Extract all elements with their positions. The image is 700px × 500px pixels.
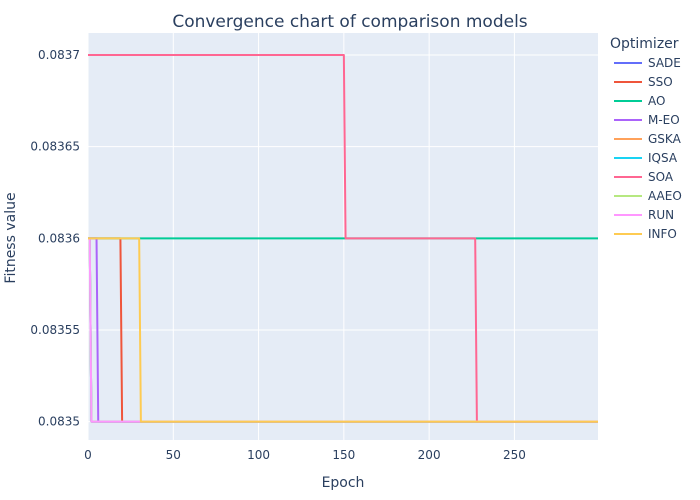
legend-item-iqsa[interactable]: IQSA bbox=[648, 151, 678, 165]
x-tick-label: 0 bbox=[84, 448, 92, 462]
legend-item-ao[interactable]: AO bbox=[648, 94, 665, 108]
x-tick-label: 200 bbox=[418, 448, 441, 462]
y-tick-labels: 0.0835 0.08355 0.0836 0.08365 0.0837 bbox=[30, 48, 80, 429]
legend-item-sso[interactable]: SSO bbox=[648, 75, 673, 89]
y-tick-label: 0.0837 bbox=[38, 48, 80, 62]
y-tick-label: 0.0836 bbox=[38, 231, 80, 245]
x-tick-label: 100 bbox=[247, 448, 270, 462]
legend-item-gska[interactable]: GSKA bbox=[648, 132, 682, 146]
x-tick-label: 50 bbox=[166, 448, 181, 462]
legend: Optimizer SADE SSO AO M-EO GSKA IQSA SOA AAEO RU… bbox=[610, 36, 682, 241]
plot-background bbox=[88, 33, 598, 440]
legend-item-m-eo[interactable]: M-EO bbox=[648, 113, 680, 127]
chart-title: Convergence chart of comparison models bbox=[172, 12, 527, 32]
x-axis-label: Epoch bbox=[322, 475, 365, 491]
y-tick-label: 0.0835 bbox=[38, 415, 80, 429]
legend-title: Optimizer bbox=[610, 36, 679, 52]
x-tick-labels: 0 50 100 150 200 250 bbox=[84, 448, 526, 462]
legend-item-info[interactable]: INFO bbox=[648, 227, 677, 241]
legend-item-run[interactable]: RUN bbox=[648, 208, 674, 222]
y-tick-label: 0.08365 bbox=[30, 140, 80, 154]
y-axis-label: Fitness value bbox=[3, 192, 19, 283]
series-line-info bbox=[88, 237, 598, 423]
y-tick-label: 0.08355 bbox=[30, 323, 80, 337]
legend-item-sade[interactable]: SADE bbox=[648, 56, 681, 70]
series-lines bbox=[88, 54, 598, 423]
x-tick-label: 150 bbox=[332, 448, 355, 462]
x-tick-label: 250 bbox=[503, 448, 526, 462]
legend-item-aaeo[interactable]: AAEO bbox=[648, 189, 682, 203]
legend-item-soa[interactable]: SOA bbox=[648, 170, 674, 184]
